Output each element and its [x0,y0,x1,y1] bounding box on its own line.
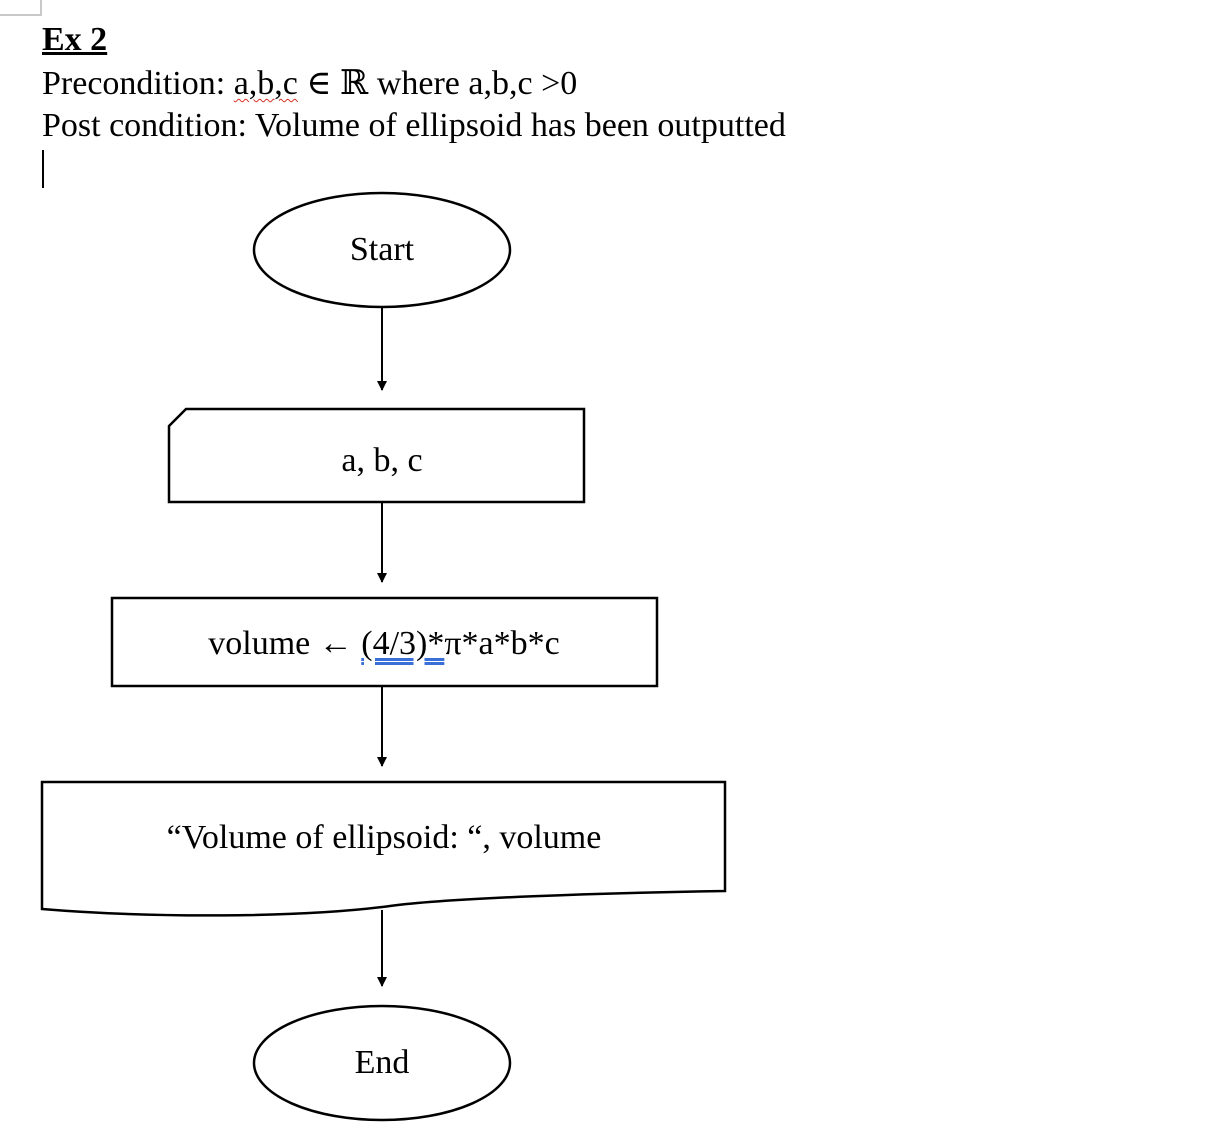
left-arrow-icon: ← [318,625,353,662]
precondition-label: Precondition: [42,65,226,102]
text-cursor [42,150,44,188]
process-label: volume ← (4/3)*π*a*b*c [208,624,559,664]
exercise-heading: Ex 2 [42,21,108,58]
start-terminal-shape [252,191,512,309]
process-lhs: volume [208,625,311,662]
page-corner-marker [0,0,42,16]
process-fraction: (4/3)* [361,625,445,662]
end-terminal-shape [252,1004,512,1122]
start-label: Start [349,231,415,268]
end-label: End [354,1044,410,1081]
precondition-membership: ∈ ℝ [306,65,369,102]
output-label: “Volume of ellipsoid: “, volume [166,819,602,856]
output-document-shape [40,780,727,917]
process-rest: π*a*b*c [444,625,560,662]
precondition-vars: a,b,c [233,65,298,102]
postcondition-line: Post condition: Volume of ellipsoid has … [42,107,786,144]
precondition-line: Precondition: a,b,c ∈ ℝ where a,b,c >0 [42,62,577,106]
input-shape [167,407,586,504]
precondition-clause: where a,b,c >0 [376,65,578,102]
process-shape [110,596,659,688]
input-label: a, b, c [341,442,423,479]
